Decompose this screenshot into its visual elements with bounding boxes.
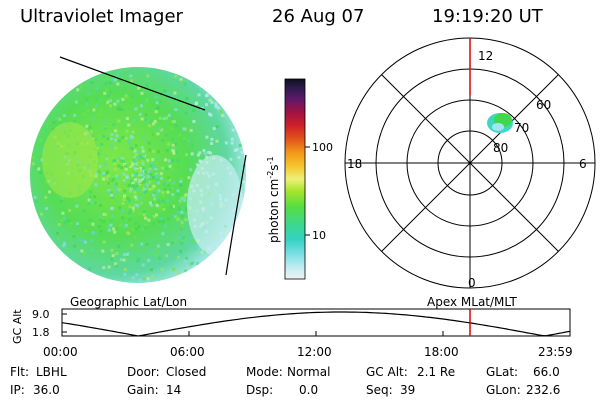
colorbar-tick: 10 bbox=[312, 229, 326, 242]
xtick: 18:00 bbox=[424, 345, 459, 359]
mlt-label-12: 12 bbox=[478, 49, 493, 63]
flt-label: Flt: bbox=[10, 365, 29, 379]
bright-patch bbox=[42, 122, 98, 198]
terminator-line bbox=[59, 56, 206, 111]
flt-value: LBHL bbox=[36, 365, 67, 379]
mlt-label-0: 0 bbox=[468, 276, 476, 290]
lat-label-70: 70 bbox=[514, 121, 529, 135]
instrument-title: Ultraviolet Imager bbox=[20, 6, 183, 27]
altitude-curve bbox=[61, 311, 571, 337]
ip-value: 36.0 bbox=[33, 383, 60, 397]
seq-value: 39 bbox=[400, 383, 415, 397]
xtick: 12:00 bbox=[297, 345, 332, 359]
earth-image bbox=[30, 56, 247, 283]
geo-label: Geographic Lat/Lon bbox=[70, 295, 187, 309]
xtick: 23:59 bbox=[538, 345, 573, 359]
mode-value: Normal bbox=[287, 365, 330, 379]
glat-label: GLat: bbox=[486, 365, 518, 379]
ytick: 1.8 bbox=[32, 326, 50, 339]
colorbar-unit: photon cm-2s-1 bbox=[266, 156, 281, 243]
dsp-value: 0.0 bbox=[299, 383, 318, 397]
mlt-label-6: 6 bbox=[579, 157, 587, 171]
altitude-plot: Geographic Lat/Lon Apex MLat/MLT 9.0 1.8… bbox=[11, 295, 573, 359]
colorbar: 100 10 photon cm-2s-1 bbox=[266, 78, 333, 280]
door-label: Door: bbox=[127, 365, 160, 379]
gcalt-label: GC Alt: bbox=[366, 365, 408, 379]
seq-label: Seq: bbox=[366, 383, 393, 397]
ylabel: GC Alt bbox=[11, 309, 24, 344]
lat-label-80: 80 bbox=[493, 141, 508, 155]
ytick: 9.0 bbox=[32, 308, 50, 321]
colorbar-tick: 100 bbox=[312, 141, 333, 154]
info-panel: Flt: LBHL IP: 36.0 Door: Closed Gain: 14… bbox=[10, 365, 560, 397]
door-value: Closed bbox=[166, 365, 206, 379]
xtick: 00:00 bbox=[43, 345, 78, 359]
limb-line bbox=[225, 154, 247, 276]
lat-label-60: 60 bbox=[536, 98, 551, 112]
dsp-label: Dsp: bbox=[246, 383, 273, 397]
gain-label: Gain: bbox=[127, 383, 159, 397]
glat-value: 66.0 bbox=[533, 365, 560, 379]
gcalt-value: 2.1 Re bbox=[417, 365, 455, 379]
glon-label: GLon: bbox=[486, 383, 521, 397]
aurora-blob bbox=[487, 113, 513, 133]
dark-edge bbox=[187, 155, 243, 255]
mode-label: Mode: bbox=[246, 365, 283, 379]
gain-value: 14 bbox=[166, 383, 181, 397]
ip-label: IP: bbox=[10, 383, 25, 397]
polar-plot: 12 18 6 0 60 70 80 bbox=[344, 37, 596, 290]
mlt-label-18: 18 bbox=[347, 157, 362, 171]
glon-value: 232.6 bbox=[526, 383, 560, 397]
apex-label: Apex MLat/MLT bbox=[427, 295, 517, 309]
date-label: 26 Aug 07 bbox=[272, 6, 365, 27]
xtick: 06:00 bbox=[170, 345, 205, 359]
time-label: 19:19:20 UT bbox=[432, 6, 543, 27]
